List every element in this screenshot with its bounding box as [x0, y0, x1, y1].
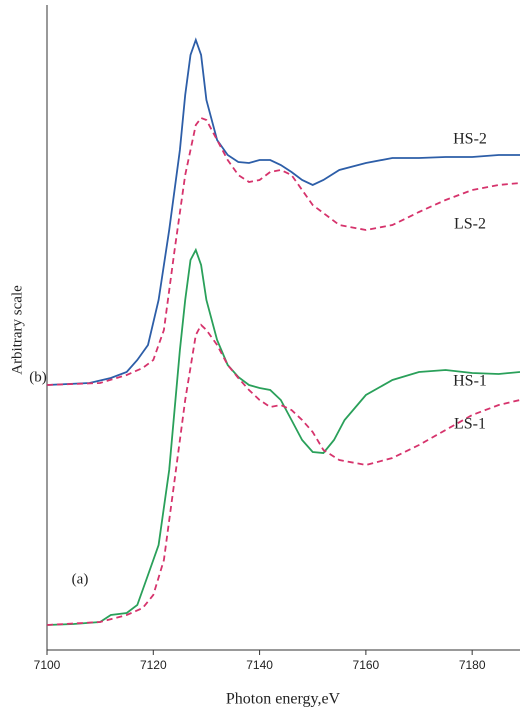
series-label: HS-1 — [453, 373, 487, 390]
x-tick-label: 7140 — [246, 658, 273, 672]
annotation: (b) — [29, 369, 47, 385]
series-line — [46, 247, 520, 626]
series-label: LS-1 — [454, 416, 486, 433]
series-line — [46, 323, 520, 626]
y-axis-label: Arbitrary scale — [9, 285, 25, 375]
x-tick-label: 7160 — [353, 658, 380, 672]
x-axis-label: Photon energy,eV — [226, 691, 341, 708]
series-line — [46, 116, 520, 386]
x-tick-label: 7180 — [459, 658, 486, 672]
series-label: HS-2 — [453, 131, 487, 148]
series-line — [46, 37, 520, 386]
x-tick-label: 7100 — [34, 658, 61, 672]
annotation: (a) — [72, 571, 89, 587]
series-label: LS-2 — [454, 216, 486, 233]
x-tick-label: 7120 — [140, 658, 167, 672]
